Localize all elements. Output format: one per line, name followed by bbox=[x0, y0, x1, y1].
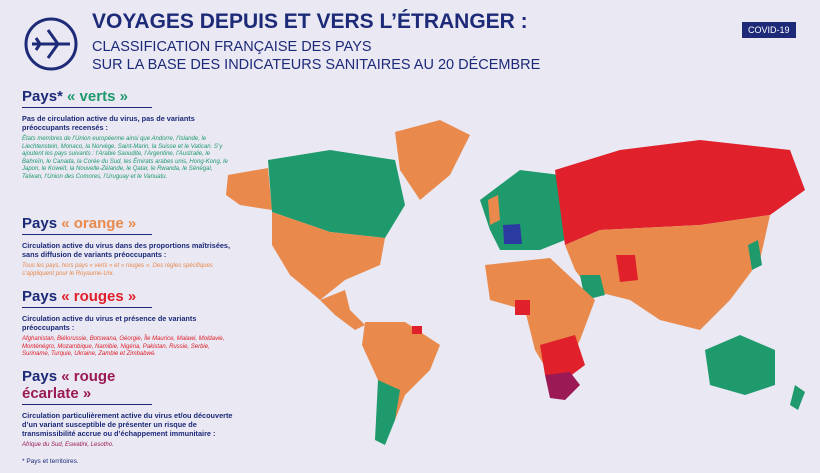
heading-label: « orange » bbox=[61, 215, 137, 232]
world-map bbox=[226, 120, 805, 445]
legend-heading: Pays* « verts » bbox=[22, 88, 152, 108]
details: Afghanistan, Biélorussie, Botswana, Géor… bbox=[22, 336, 225, 358]
legend-section: Pays « rouge écarlate » Circulation parti… bbox=[22, 368, 234, 450]
legend-heading: Pays « rouge écarlate » bbox=[22, 368, 152, 405]
heading-prefix: Pays bbox=[22, 368, 58, 385]
details: États membres de l’Union européenne ains… bbox=[22, 136, 228, 180]
badge: COVID-19 bbox=[742, 22, 796, 38]
heading-prefix: Pays bbox=[22, 288, 58, 305]
legend-section: Pays* « verts » Pas de circulation active… bbox=[22, 88, 234, 182]
description: Circulation active du virus dans des pro… bbox=[22, 241, 231, 259]
logo bbox=[24, 17, 78, 71]
heading-label: « verts » bbox=[67, 88, 128, 105]
subtitle: SUR LA BASE DES INDICATEURS SANITAIRES A… bbox=[92, 57, 541, 73]
details: Afrique du Sud, Eswatini, Lesotho. bbox=[22, 442, 114, 448]
title: VOYAGES DEPUIS ET VERS L’ÉTRANGER : bbox=[92, 10, 528, 33]
heading-label: « rouges » bbox=[61, 288, 137, 305]
legend-section: Pays « orange » Circulation active du vir… bbox=[22, 215, 234, 278]
footnote: * Pays et territoires. bbox=[22, 458, 79, 465]
heading-label: « rouge écarlate » bbox=[22, 368, 116, 402]
legend-heading: Pays « rouges » bbox=[22, 288, 152, 308]
description: Circulation active du virus et présence … bbox=[22, 314, 197, 332]
heading-prefix: Pays* bbox=[22, 88, 63, 105]
details: Tous les pays, hors pays « verts » et « … bbox=[22, 263, 213, 277]
description: Circulation particulièrement active du v… bbox=[22, 411, 233, 438]
legend-section: Pays « rouges » Circulation active du vir… bbox=[22, 288, 234, 359]
description: Pas de circulation active du virus, pas … bbox=[22, 114, 195, 132]
subtitle: CLASSIFICATION FRANÇAISE DES PAYS bbox=[92, 39, 372, 55]
heading-prefix: Pays bbox=[22, 215, 58, 232]
legend-heading: Pays « orange » bbox=[22, 215, 152, 235]
